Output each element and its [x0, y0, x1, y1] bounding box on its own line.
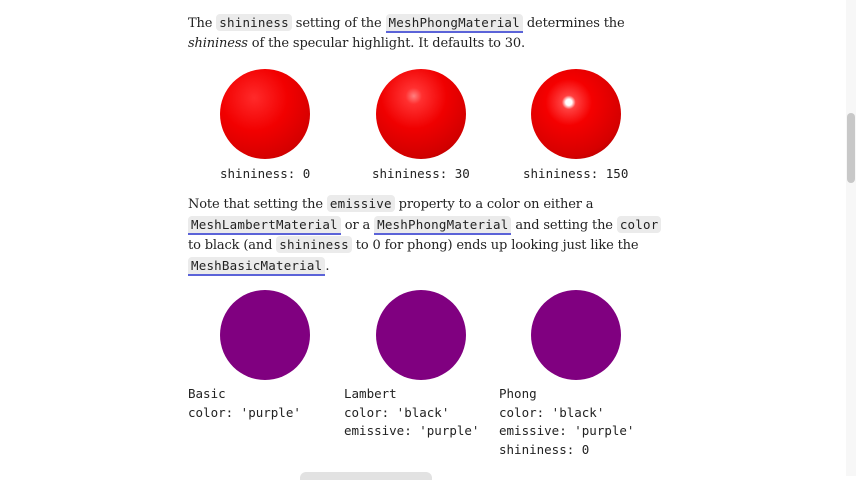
caption-line: color: 'purple' [188, 404, 301, 420]
link-mesh-basic-material[interactable]: MeshBasicMaterial [188, 256, 326, 276]
caption-shininess-150: shininess: 150 [523, 166, 629, 181]
text: or a [340, 217, 375, 233]
text: to 0 for phong) ends up looking just lik… [351, 238, 639, 253]
text: The [188, 16, 217, 31]
purple-sphere-basic [220, 290, 310, 380]
link-code[interactable]: MeshLambertMaterial [188, 215, 341, 235]
red-sphere-shininess-0 [220, 69, 310, 159]
caption-line: Basic [188, 386, 226, 401]
link-code[interactable]: MeshPhongMaterial [374, 215, 512, 235]
text: to black (and [188, 238, 277, 253]
caption-line: Lambert [344, 386, 397, 401]
caption-line: emissive: 'purple' [499, 423, 635, 439]
page-scrollbar[interactable] [846, 0, 856, 476]
purple-sphere-lambert [376, 290, 466, 380]
link-code[interactable]: MeshPhongMaterial [385, 14, 523, 33]
link-code[interactable]: MeshBasicMaterial [188, 256, 326, 276]
red-sphere-shininess-150 [531, 69, 621, 159]
code-shininess: shininess [216, 14, 292, 31]
code-emissive: emissive [326, 195, 395, 212]
caption-basic: Basic color: 'purple' [188, 385, 301, 422]
text: of the specular highlight. It defaults t… [247, 35, 526, 51]
link-mesh-phong-material[interactable]: MeshPhongMaterial [374, 215, 512, 235]
emphasis-shininess: shininess [188, 35, 248, 51]
text: determines the [522, 16, 625, 31]
caption-shininess-0: shininess: 0 [220, 166, 311, 181]
caption-line: color: 'black' [344, 404, 450, 420]
caption-line: emissive: 'purple' [344, 423, 480, 439]
scrollbar-thumb[interactable] [847, 113, 855, 183]
link-mesh-phong-material[interactable]: MeshPhongMaterial [385, 14, 523, 33]
red-sphere-shininess-30 [376, 69, 466, 159]
text: setting of the [291, 16, 386, 31]
purple-sphere-phong [531, 290, 621, 380]
next-element-edge [300, 472, 432, 480]
material-sphere-row [188, 290, 668, 380]
shininess-sphere-row [188, 69, 668, 159]
emissive-paragraph: Note that setting the emissive property … [188, 194, 663, 276]
code-shininess: shininess [276, 236, 352, 253]
caption-phong: Phong color: 'black' emissive: 'purple' … [499, 385, 634, 460]
caption-shininess-30: shininess: 30 [372, 166, 470, 181]
code-color: color [616, 215, 662, 233]
text: Note that setting the [188, 197, 327, 212]
text: property to a color on either a [394, 197, 594, 212]
caption-line: color: 'black' [499, 404, 605, 420]
caption-line: shininess: 0 [499, 442, 590, 458]
link-mesh-lambert-material[interactable]: MeshLambertMaterial [188, 215, 341, 235]
text: and setting the [511, 217, 617, 233]
caption-line: Phong [499, 386, 537, 401]
text: . [325, 258, 330, 274]
caption-lambert: Lambert color: 'black' emissive: 'purple… [344, 385, 479, 441]
shininess-paragraph: The shininess setting of the MeshPhongMa… [188, 13, 663, 53]
